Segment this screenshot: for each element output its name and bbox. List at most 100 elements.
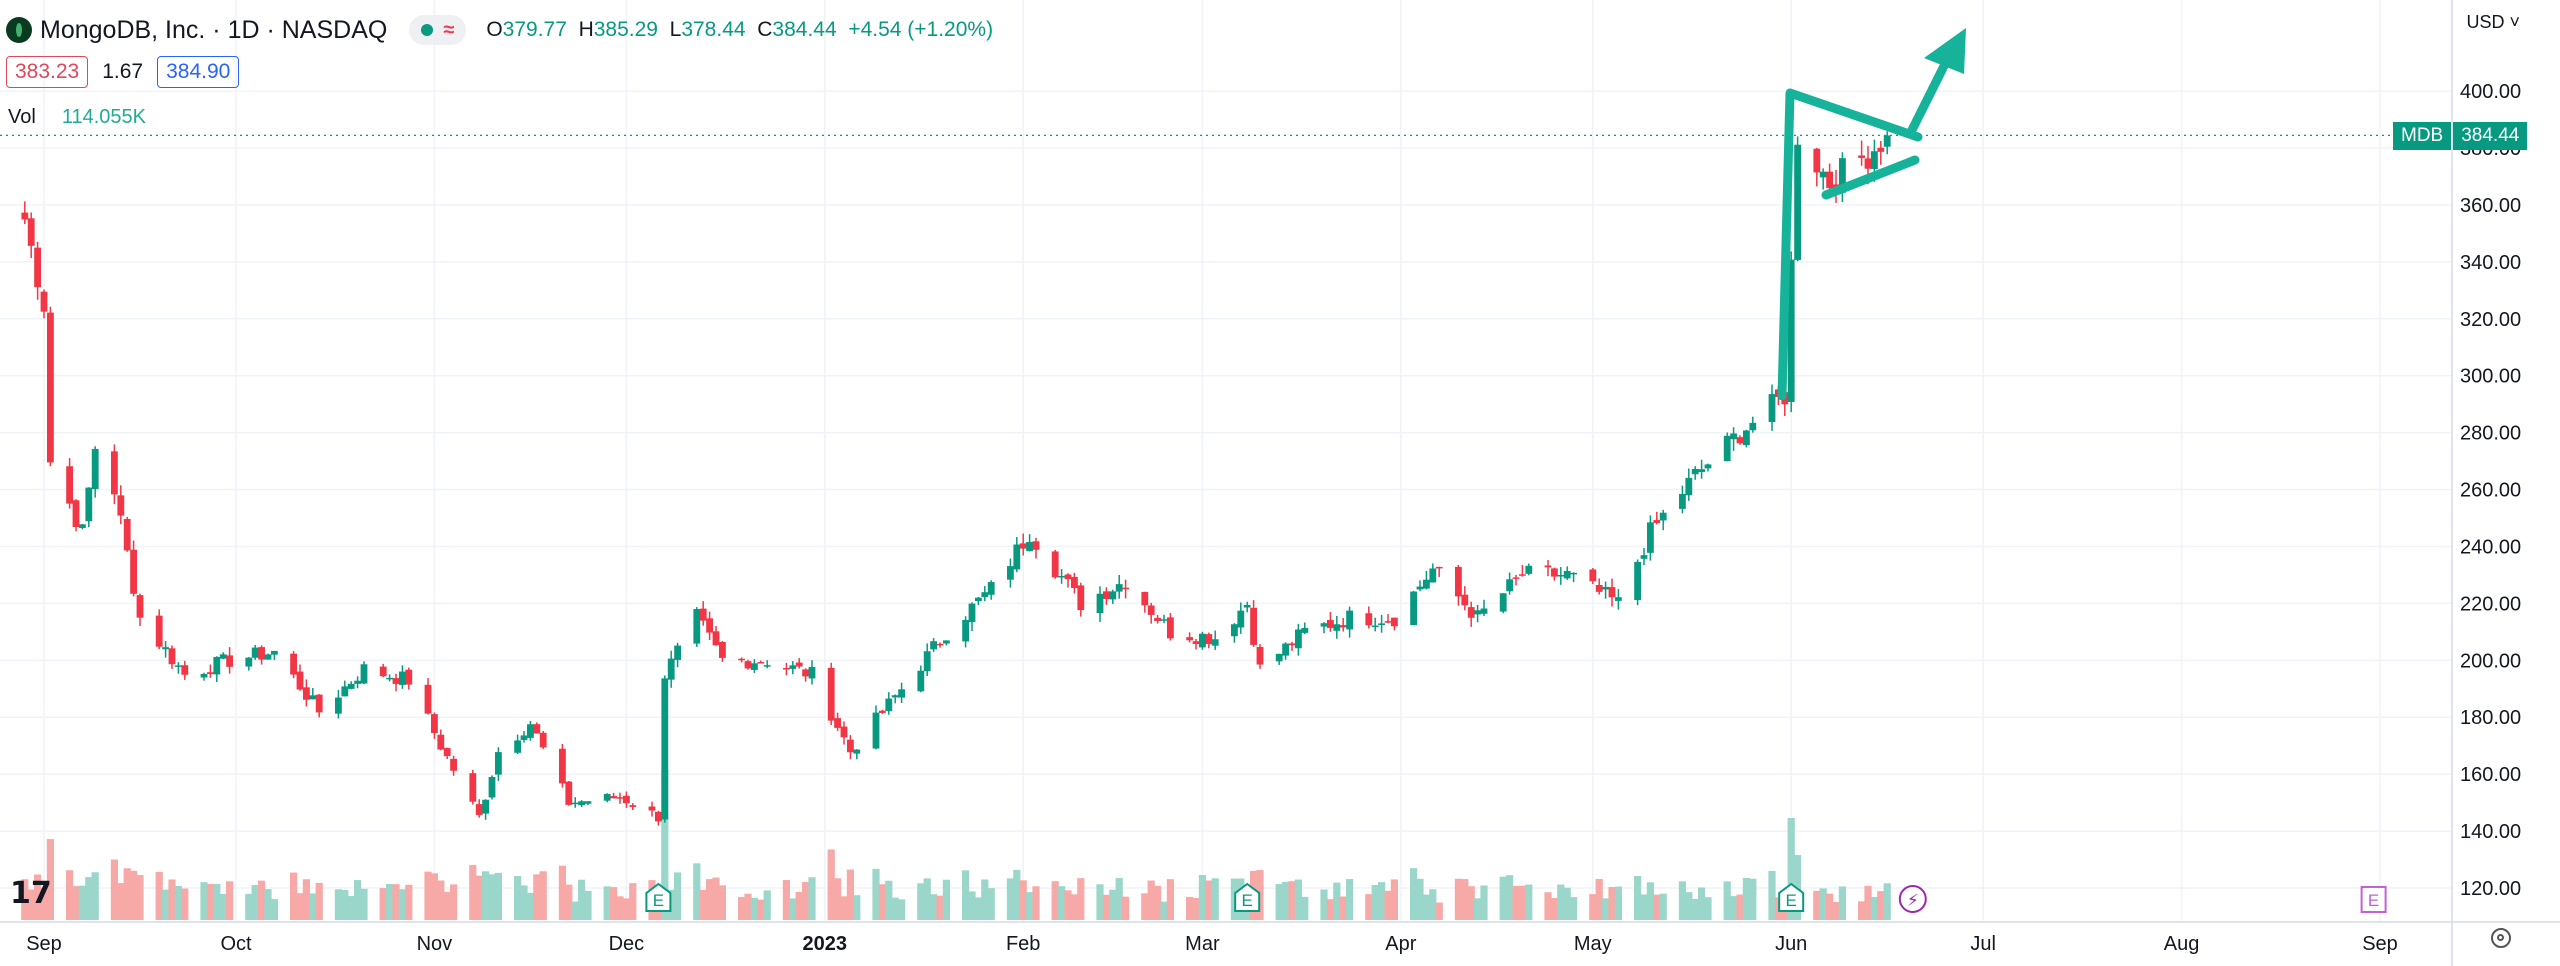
candle-body [85, 487, 93, 522]
pennant-lower-line[interactable] [1821, 155, 1920, 200]
candle-body [1205, 634, 1213, 645]
candle-body [40, 291, 48, 312]
candle-body [475, 804, 483, 815]
volume-bar [1749, 878, 1757, 920]
candle-body [1551, 568, 1558, 577]
earnings-marker[interactable]: E [1234, 882, 1261, 912]
volume-bar [1006, 878, 1014, 920]
time-tick-label: Sep [2362, 933, 2398, 955]
candle-body [1282, 643, 1289, 656]
candle-body [1461, 594, 1469, 606]
candle-body [1819, 171, 1827, 178]
volume-bar [398, 889, 406, 920]
candle-body [162, 647, 169, 650]
candle-body [66, 466, 73, 504]
volume-bar [296, 893, 304, 920]
volume-legend: Vol 114.055K [8, 106, 146, 129]
time-tick-label: Mar [1185, 933, 1220, 955]
volume-bar [763, 890, 771, 920]
price-axis[interactable]: 120.00 140.00 160.00 180.00 200.00 220.00 240.… [2460, 81, 2521, 900]
candle-body [226, 655, 233, 667]
candle-body [623, 795, 630, 804]
time-axis[interactable]: Sep Oct Nov Dec 2023 Feb Mar Apr May Jun Jul Aug Sep [26, 933, 2398, 955]
candle-body [629, 805, 637, 807]
volume-bar [1186, 896, 1194, 920]
candle-body [354, 680, 361, 684]
volume-bar [1122, 896, 1130, 920]
candle-body [706, 618, 713, 633]
dividend-event-marker[interactable]: ⚡ [1898, 885, 1927, 913]
candle-body [847, 739, 854, 753]
symbol-title[interactable]: MongoDB, Inc. · 1D · NASDAQ [40, 15, 388, 44]
volume-bar [520, 885, 528, 920]
candle-body [1333, 624, 1341, 631]
event-markers[interactable]: E E E E ⚡ [645, 882, 2387, 913]
volume-bar [616, 896, 624, 920]
volume-bar [405, 884, 413, 920]
volume-bar [1512, 885, 1520, 920]
candle-body [1141, 591, 1149, 606]
candle-body [1589, 569, 1597, 582]
volume-bar [392, 884, 400, 920]
volume-bar [1032, 886, 1040, 920]
candle-body [1826, 171, 1833, 189]
volume-bar [699, 889, 707, 920]
buy-price-button[interactable]: 384.90 [157, 56, 240, 88]
volume-bar [1608, 886, 1616, 920]
volume-bar [213, 883, 221, 920]
flagpole-line[interactable] [1777, 88, 1923, 401]
earnings-marker[interactable]: E [2360, 886, 2387, 913]
volume-bar [1154, 885, 1162, 920]
pennant-drawing[interactable] [1777, 28, 1966, 401]
volume-bar [251, 885, 259, 920]
candle-body [175, 665, 182, 667]
volume-bar [578, 879, 586, 920]
volume-bar [1563, 887, 1571, 920]
earnings-marker[interactable]: E [1778, 882, 1805, 912]
candle-body [379, 666, 387, 677]
volume-bar [712, 877, 720, 920]
volume-bar [1339, 896, 1347, 920]
time-tick-label: Apr [1385, 933, 1416, 955]
candle-body [1858, 155, 1865, 159]
bid-ask-row: 383.23 1.67 384.90 [6, 56, 240, 88]
earnings-marker-box[interactable] [645, 882, 672, 912]
candle-body [111, 451, 118, 495]
candle-body [341, 686, 349, 697]
price-label: 384.44 [2453, 122, 2528, 150]
price-tick-label: 340.00 [2460, 252, 2521, 274]
volume-bar [962, 870, 970, 920]
market-status-pill[interactable]: ≈ [409, 15, 467, 45]
candle-body [1499, 593, 1507, 612]
volume-bar [174, 885, 182, 920]
volume-bar [162, 889, 170, 920]
volume-bar [1301, 896, 1309, 920]
candle-body [1704, 464, 1712, 469]
sell-price-button[interactable]: 383.23 [6, 56, 89, 88]
volume-bar [85, 877, 93, 920]
earnings-marker[interactable]: E [645, 882, 672, 912]
candle-body [783, 668, 790, 670]
price-tick-label: 320.00 [2460, 309, 2521, 331]
tradingview-logo[interactable]: 17 [10, 876, 52, 911]
volume-bar [1570, 897, 1578, 920]
earnings-marker-box[interactable] [1778, 882, 1805, 912]
gear-icon[interactable] [2491, 928, 2511, 948]
candle-body [1211, 639, 1219, 646]
candle-body [898, 689, 905, 698]
candle-body [1410, 591, 1417, 626]
volume-bar [1378, 882, 1386, 920]
candle-body [386, 677, 393, 680]
earnings-marker-box[interactable] [2360, 886, 2387, 913]
volume-bar [1320, 889, 1328, 920]
volume-bar [750, 897, 758, 920]
lightning-icon[interactable] [1898, 885, 1927, 913]
currency-selector[interactable]: USD ˅ [2466, 12, 2520, 32]
volume-bar [853, 895, 861, 920]
volume-bar [1659, 893, 1667, 920]
candle-body [923, 651, 931, 672]
earnings-marker-box[interactable] [1234, 882, 1261, 912]
time-tick-label: Oct [220, 933, 252, 955]
candle-body [1883, 135, 1891, 147]
